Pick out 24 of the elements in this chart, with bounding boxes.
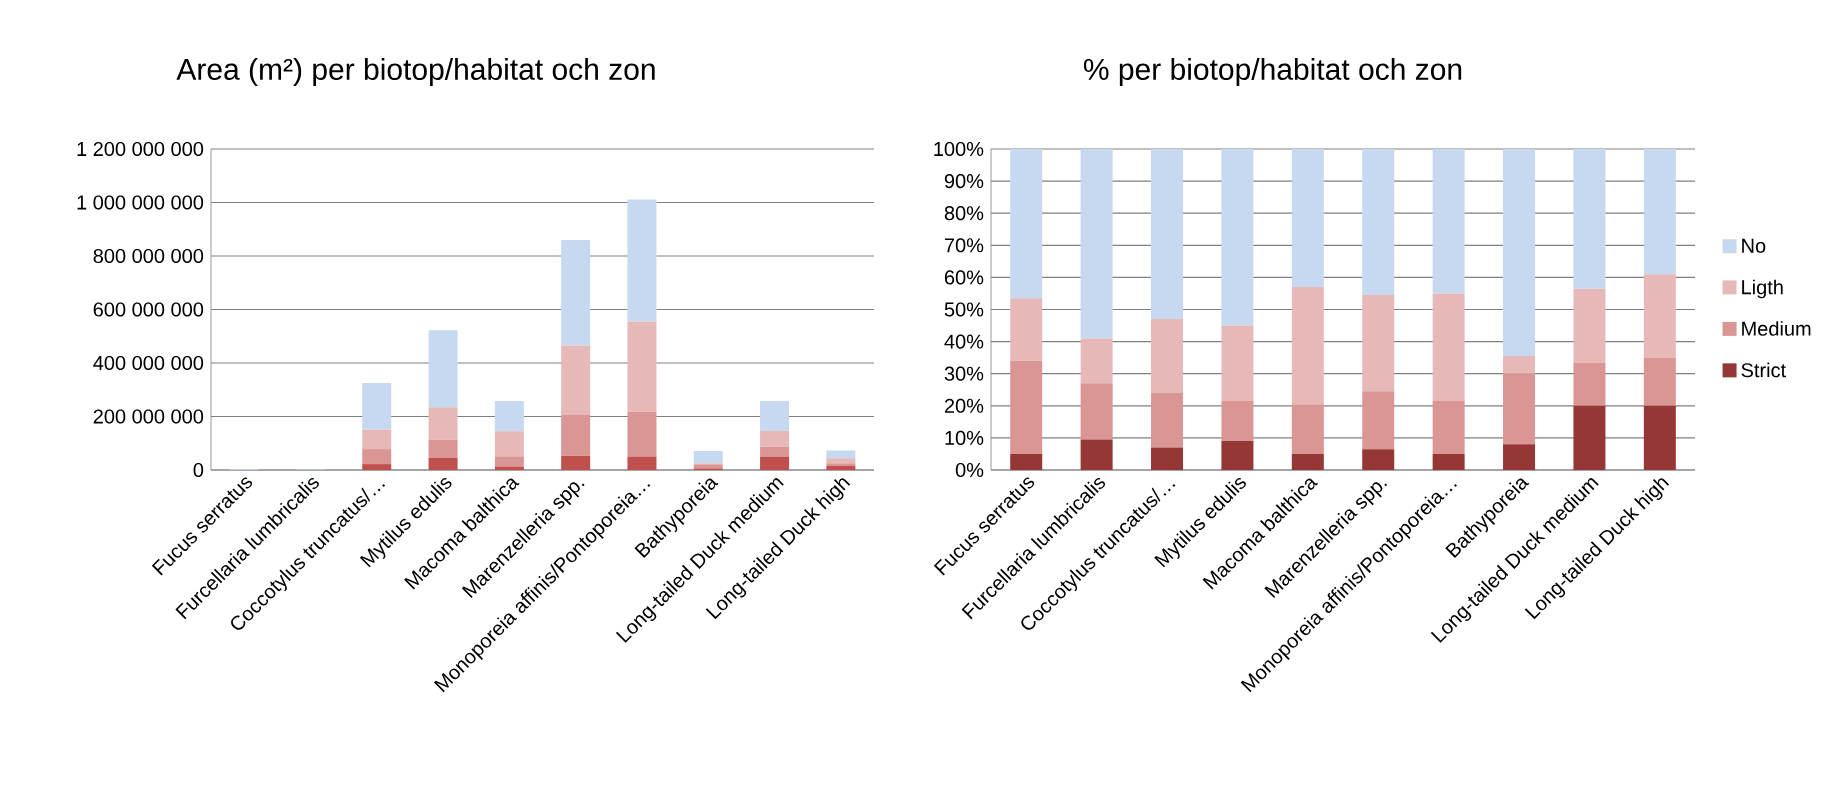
y-tick-label: 30% xyxy=(944,366,984,381)
y-tick-label: 80% xyxy=(944,206,984,221)
y-tick-label: 600 000 000 xyxy=(93,302,204,317)
y-tick-label: 50% xyxy=(944,302,984,317)
legend-label: Ligth xyxy=(1742,279,1783,299)
y-tick-label: 0 xyxy=(193,462,204,478)
y-tick-label: 200 000 000 xyxy=(93,409,204,424)
y-tick-label: 10% xyxy=(945,430,984,445)
y-tick-label: 100% xyxy=(934,141,984,157)
y-tick-label: 70% xyxy=(944,238,984,253)
y-tick-label: 40% xyxy=(944,334,984,349)
y-tick-label: 1 200 000 000 xyxy=(77,141,204,157)
y-tick-label: 20% xyxy=(944,398,984,413)
legend-label: No xyxy=(1742,238,1766,253)
chart-title: % per biotop/habitat och zon xyxy=(1083,57,1462,86)
chart-title: Area (m²) per biotop/habitat och zon xyxy=(176,57,655,86)
y-tick-label: 1 000 000 000 xyxy=(77,195,204,210)
y-tick-label: 90% xyxy=(944,174,984,189)
y-tick-label: 60% xyxy=(944,270,984,285)
y-tick-label: 0% xyxy=(955,462,984,478)
y-tick-label: 400 000 000 xyxy=(93,355,204,371)
y-tick-label: 800 000 000 xyxy=(93,248,204,264)
legend-label: Strict xyxy=(1741,362,1786,378)
legend-label: Medium xyxy=(1742,321,1811,336)
